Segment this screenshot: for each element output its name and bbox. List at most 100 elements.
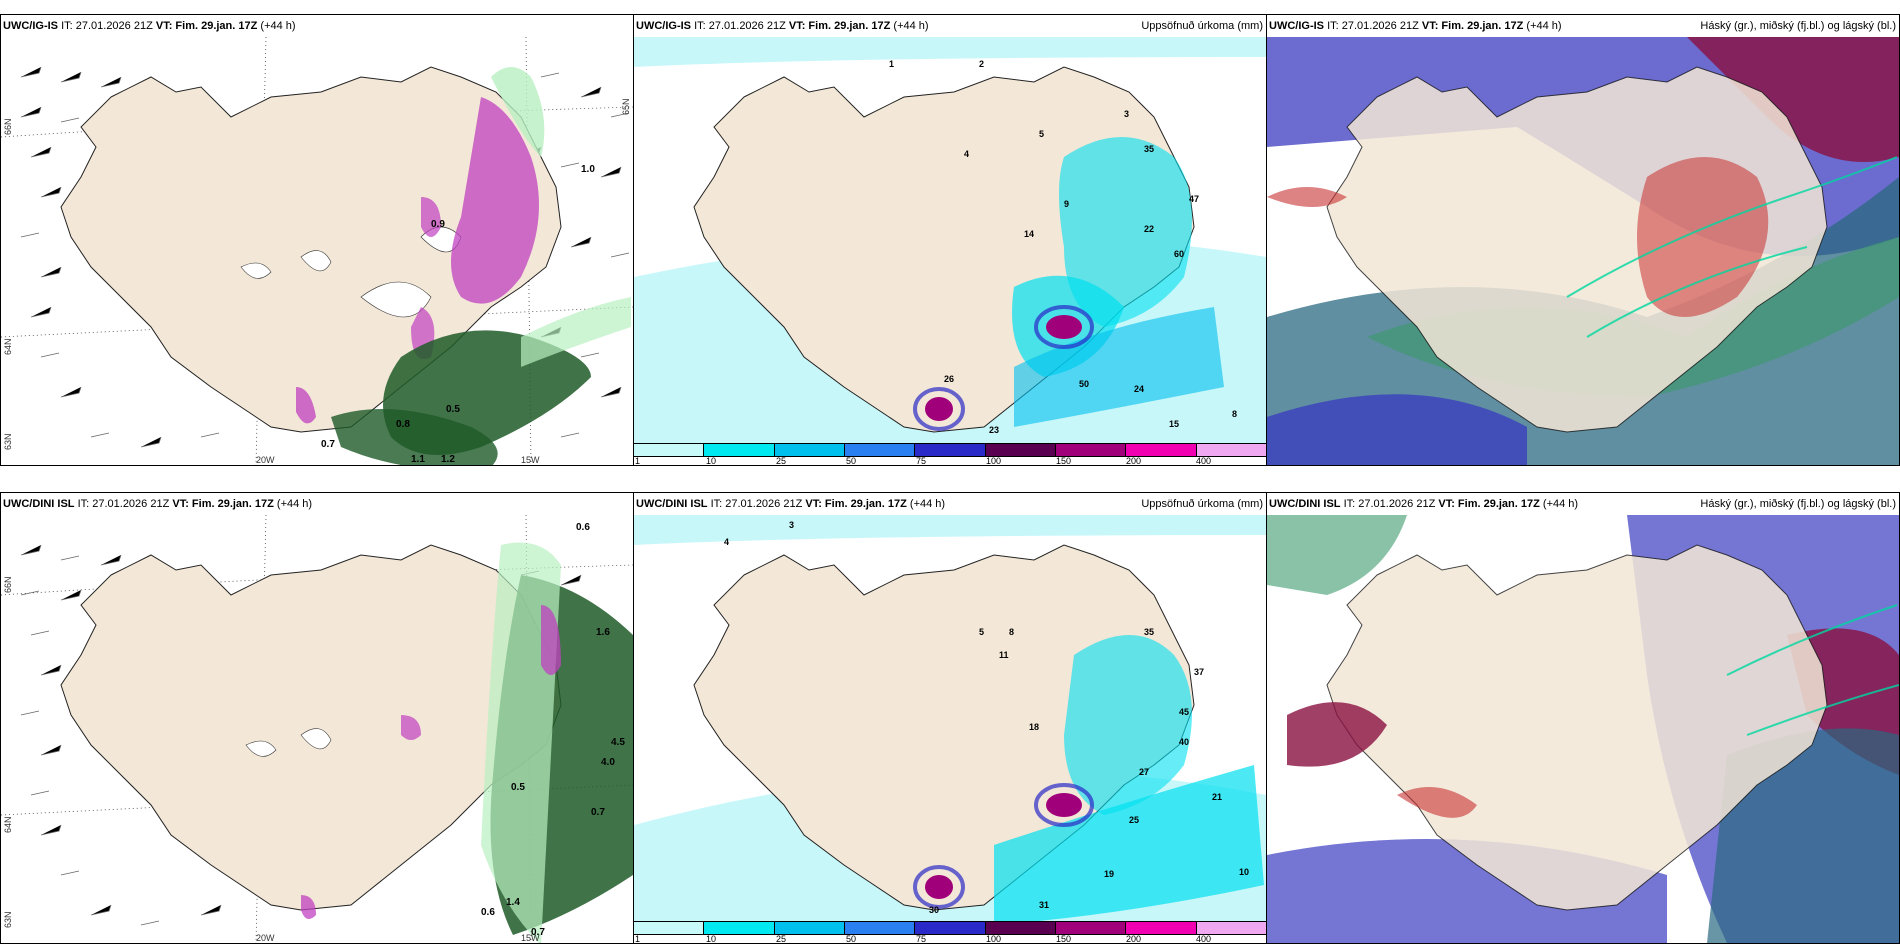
model-name: UWC/DINI ISL	[3, 498, 75, 510]
panel-title: Háský (gr.), miðský (fj.bl.) og lágský (…	[1700, 20, 1896, 32]
precip-label: 1	[889, 59, 894, 69]
map-area[interactable]: 0.6 1.6 4.5 4.0 0.5 0.7 0.6 0.7 1.4	[1, 515, 633, 943]
colorbar-tick: 1	[635, 934, 641, 944]
precip-label: 3	[789, 520, 794, 530]
model-name: UWC/DINI ISL	[636, 498, 708, 510]
lat-label-64n: 64N	[3, 816, 13, 833]
wind-label: 1.6	[596, 627, 610, 638]
valid-time: VT: Fim. 29.jan. 17Z	[1421, 20, 1524, 32]
panel-header: UWC/DINI ISL IT: 27.01.2026 21Z VT: Fim.…	[1267, 493, 1899, 515]
colorbar-tick: 150	[1056, 456, 1072, 466]
precip-label: 3	[1124, 109, 1129, 119]
lead-time: (+44 h)	[276, 498, 313, 510]
init-time: IT: 27.01.2026 21Z	[61, 20, 153, 32]
wind-label: 0.6	[481, 907, 495, 918]
colorbar-swatch	[703, 444, 774, 456]
map-canvas	[1267, 37, 1899, 465]
precip-label: 47	[1189, 194, 1199, 204]
map-canvas: 0.6 1.6 4.5 4.0 0.5 0.7 0.6 0.7 1.4	[1, 515, 633, 943]
map-area[interactable]	[1267, 515, 1899, 943]
precip-label: 19	[1104, 869, 1114, 879]
colorbar-tick: 50	[846, 934, 857, 944]
precip-label: 15	[1169, 419, 1179, 429]
precip-label: 40	[1179, 737, 1189, 747]
valid-time: VT: Fim. 29.jan. 17Z	[1438, 498, 1540, 510]
valid-time: VT: Fim. 29.jan. 17Z	[805, 498, 907, 510]
precip-label: 4	[964, 149, 969, 159]
colorbar-swatch	[1125, 922, 1196, 934]
panel-bottom-left-wind-snow: UWC/DINI ISL IT: 27.01.2026 21Z VT: Fim.…	[0, 492, 634, 944]
map-area[interactable]: 0.8 0.7 0.5 1.1 1.2 0.9 1.0	[1, 37, 633, 465]
model-name: UWC/IG-IS	[3, 20, 58, 32]
lon-label-15w: 15W	[521, 933, 540, 943]
precip-label: 18	[1029, 722, 1039, 732]
colorbar-tick: 75	[916, 934, 927, 944]
lead-time: (+44 h)	[260, 20, 296, 32]
wind-label: 0.8	[396, 419, 410, 430]
wind-label: 0.5	[511, 782, 525, 793]
colorbar-tick: 10	[706, 456, 717, 466]
map-area[interactable]	[1267, 37, 1899, 465]
wind-label: 1.2	[441, 454, 455, 465]
valid-time: VT: Fim. 29.jan. 17Z	[788, 20, 891, 32]
colorbar-swatch	[984, 922, 1055, 934]
colorbar-swatch	[914, 922, 985, 934]
precip-label: 60	[1174, 249, 1184, 259]
lat-label-66n: 66N	[3, 576, 13, 593]
map-area[interactable]: 4 3 5 8 11 18 27 35 37 45 40 21 31 30 19…	[634, 515, 1266, 921]
precip-label: 10	[1239, 867, 1249, 877]
panel-title: Uppsöfnuð úrkoma (mm)	[1141, 498, 1263, 510]
precip-colorbar: 1 10 25 50 75 100 150 200 400	[634, 443, 1266, 465]
precip-label: 35	[1144, 627, 1154, 637]
colorbar-swatch	[843, 444, 915, 456]
map-area[interactable]: 1 2 3 4 5 9 14 22 35 47 60 24 50 26 23 1…	[634, 37, 1266, 443]
map-canvas: 0.8 0.7 0.5 1.1 1.2 0.9 1.0	[1, 37, 633, 465]
lat-label-65n-right: 65N	[621, 98, 631, 115]
lead-time: (+44 h)	[1526, 20, 1562, 32]
init-time: IT: 27.01.2026 21Z	[1327, 20, 1419, 32]
init-time: IT: 27.01.2026 21Z	[694, 20, 786, 32]
colorbar-swatch	[914, 444, 985, 456]
colorbar-swatch	[1125, 444, 1196, 456]
colorbar-tick: 200	[1126, 934, 1142, 944]
colorbar-swatch	[634, 922, 704, 934]
colorbar-swatch	[843, 922, 915, 934]
panel-top-left-wind-snow: UWC/IG-IS IT: 27.01.2026 21Z VT: Fim. 29…	[0, 14, 634, 466]
model-name: UWC/IG-IS	[636, 20, 691, 32]
lat-label-63n: 63N	[3, 433, 13, 450]
wind-label: 1.4	[506, 897, 520, 908]
precip-label: 21	[1212, 792, 1222, 802]
precip-label: 9	[1064, 199, 1069, 209]
precip-label: 8	[1232, 409, 1237, 419]
model-name: UWC/IG-IS	[1269, 20, 1324, 32]
panel-header: UWC/IG-IS IT: 27.01.2026 21Z VT: Fim. 29…	[634, 15, 1266, 37]
precip-label: 4	[724, 537, 729, 547]
colorbar-swatch	[773, 922, 844, 934]
precip-colorbar: 1 10 25 50 75 100 150 200 400	[634, 921, 1266, 943]
colorbar-tick: 10	[706, 934, 717, 944]
colorbar-tick: 25	[776, 456, 787, 466]
precip-label: 14	[1024, 229, 1034, 239]
init-time: IT: 27.01.2026 21Z	[710, 498, 803, 510]
lon-label-20w: 20W	[256, 933, 275, 943]
precip-label: 24	[1134, 384, 1144, 394]
wind-label: 0.7	[531, 927, 545, 938]
panel-header: UWC/IG-IS IT: 27.01.2026 21Z VT: Fim. 29…	[1, 15, 633, 37]
panel-title: Háský (gr.), miðský (fj.bl.) og lágský (…	[1700, 498, 1896, 510]
precip-label: 50	[1079, 379, 1089, 389]
precip-label: 5	[1039, 129, 1044, 139]
lead-time: (+44 h)	[909, 498, 946, 510]
precip-label: 27	[1139, 767, 1149, 777]
colorbar-swatch	[1054, 922, 1126, 934]
colorbar-swatch	[703, 922, 774, 934]
lon-label-20w: 20W	[256, 455, 275, 465]
valid-time: VT: Fim. 29.jan. 17Z	[155, 20, 258, 32]
wind-label: 0.7	[591, 807, 605, 818]
map-canvas	[1267, 515, 1899, 943]
lat-label-63n: 63N	[3, 911, 13, 928]
lead-time: (+44 h)	[1542, 498, 1579, 510]
wind-label: 0.9	[431, 219, 445, 230]
wind-label: 0.5	[446, 404, 460, 415]
colorbar-tick: 50	[846, 456, 857, 466]
lon-label-15w: 15W	[521, 455, 540, 465]
